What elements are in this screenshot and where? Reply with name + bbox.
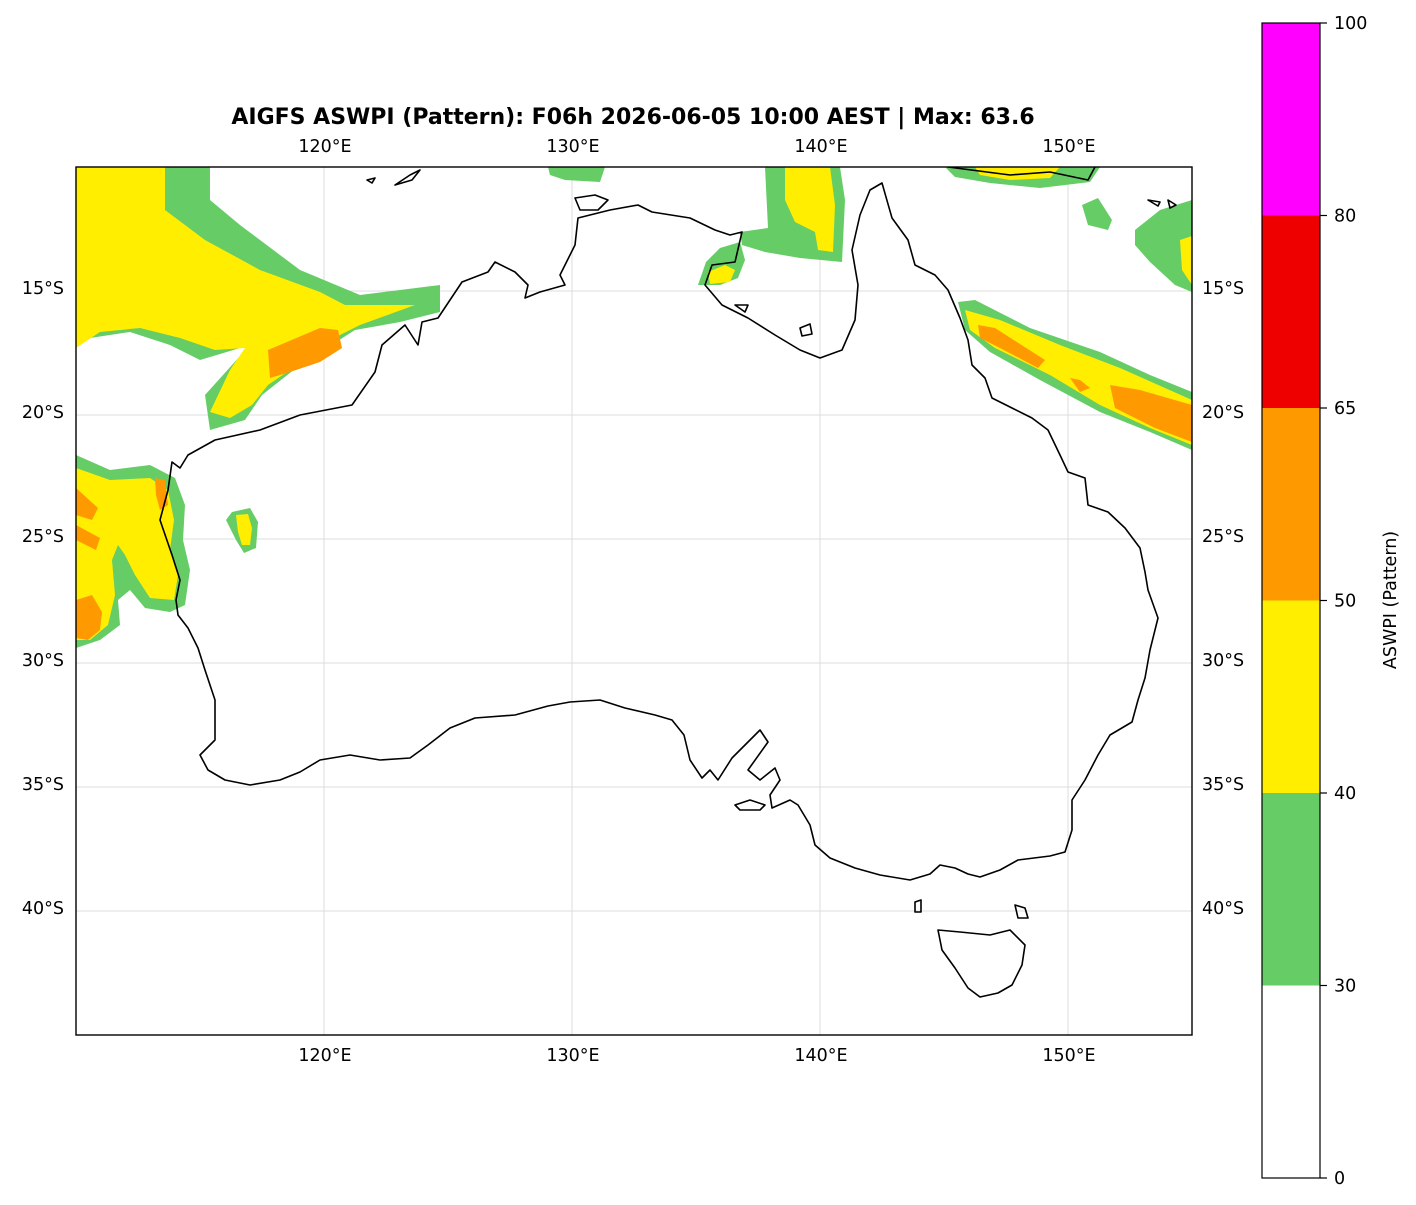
lon-tick-label-bottom: 150°E: [1042, 1046, 1095, 1066]
aswpi-region-w-orange-2: [76, 525, 100, 550]
colorbar-label: ASWPI (Pattern): [1381, 531, 1401, 669]
colorbar-tick-label: 100: [1334, 14, 1367, 34]
aswpi-region-nw-orange: [268, 328, 342, 378]
lat-tick-label-left: 30°S: [22, 651, 64, 671]
colorbar-band: [1262, 408, 1320, 601]
aswpi-region-w-orange-3: [76, 595, 102, 640]
aswpi-region-ne-blob: [1082, 198, 1112, 230]
lat-tick-label-left: 20°S: [22, 403, 64, 423]
colorbar-tick-label: 30: [1334, 977, 1356, 997]
aswpi-shading: [76, 167, 1192, 648]
lon-tick-label-top: 140°E: [794, 137, 847, 157]
lat-tick-label-right: 20°S: [1202, 403, 1244, 423]
lon-tick-label-bottom: 130°E: [546, 1046, 599, 1066]
aswpi-region-ne-yellow: [1180, 236, 1192, 285]
lat-tick-label-right: 35°S: [1202, 775, 1244, 795]
lon-tick-label-top: 150°E: [1042, 137, 1095, 157]
lon-tick-label-bottom: 140°E: [794, 1046, 847, 1066]
coastline-melville-island: [574, 194, 609, 211]
colorbar-band: [1262, 793, 1320, 986]
colorbar-tick-label: 40: [1334, 784, 1356, 804]
lat-tick-label-left: 35°S: [22, 775, 64, 795]
lat-tick-label-right: 40°S: [1202, 899, 1244, 919]
lat-tick-label-right: 15°S: [1202, 279, 1244, 299]
aswpi-region-gulf-yellow: [785, 167, 835, 252]
aswpi-region-ne-green: [1135, 200, 1192, 292]
colorbar-band: [1262, 985, 1320, 1178]
colorbar-band: [1262, 600, 1320, 793]
colorbar: 0 30 40 50 65 80 100 ASWPI (Pattern): [1261, 14, 1401, 1189]
aswpi-blob-offshore-yellow: [236, 514, 252, 545]
lon-tick-label-top: 130°E: [546, 137, 599, 157]
aswpi-region-n-green: [548, 167, 605, 182]
chart-title: AIGFS ASWPI (Pattern): F06h 2026-06-05 1…: [231, 105, 1034, 130]
lon-tick-label-top: 120°E: [298, 137, 351, 157]
colorbar-tick-label: 0: [1334, 1169, 1345, 1189]
gridlines: [76, 167, 1192, 1035]
colorbar-tick-label: 65: [1334, 399, 1356, 419]
lat-tick-label-right: 30°S: [1202, 651, 1244, 671]
aswpi-region-arnhem-yellow: [708, 265, 735, 284]
aswpi-region-ne-top-yellow: [975, 167, 1060, 180]
colorbar-tick-label: 80: [1334, 207, 1356, 227]
coastline-timor: [394, 169, 421, 186]
lon-tick-label-bottom: 120°E: [298, 1046, 351, 1066]
lat-tick-label-left: 15°S: [22, 279, 64, 299]
map-area: [76, 167, 1192, 1035]
coastline-kangaroo-island: [734, 799, 766, 811]
aswpi-region-w-yellow: [76, 468, 178, 640]
colorbar-bands: [1262, 23, 1320, 1178]
coastline-new-guinea: [947, 167, 1096, 181]
colorbar-band: [1262, 215, 1320, 408]
coastline-mornington-island: [734, 304, 749, 313]
aswpi-region-coral-orange: [978, 325, 1192, 442]
coastline-mainland: [159, 182, 1159, 881]
coastline-flinders-island: [1014, 904, 1029, 919]
coastline-tasmania: [937, 929, 1026, 998]
map-frame: [75, 166, 1193, 1036]
aswpi-region-w-orange-1: [76, 488, 98, 520]
coastline-new-guinea-island: [1147, 199, 1177, 209]
lat-tick-label-left: 40°S: [22, 899, 64, 919]
lat-tick-label-left: 25°S: [22, 527, 64, 547]
colorbar-band: [1262, 23, 1320, 216]
coastlines: [159, 167, 1177, 998]
aswpi-region-nw-yellow: [76, 167, 415, 418]
lat-tick-label-right: 25°S: [1202, 527, 1244, 547]
coastline-rote: [366, 177, 376, 184]
colorbar-ticks: 0 30 40 50 65 80 100: [1320, 14, 1367, 1189]
coastline-king-island: [914, 899, 922, 913]
colorbar-tick-label: 50: [1334, 592, 1356, 612]
coastline-groote-eylandt: [799, 323, 813, 337]
axis-ticks: 120°E 120°E 130°E 130°E 140°E 140°E 150°E 150°E…: [22, 137, 1244, 1066]
